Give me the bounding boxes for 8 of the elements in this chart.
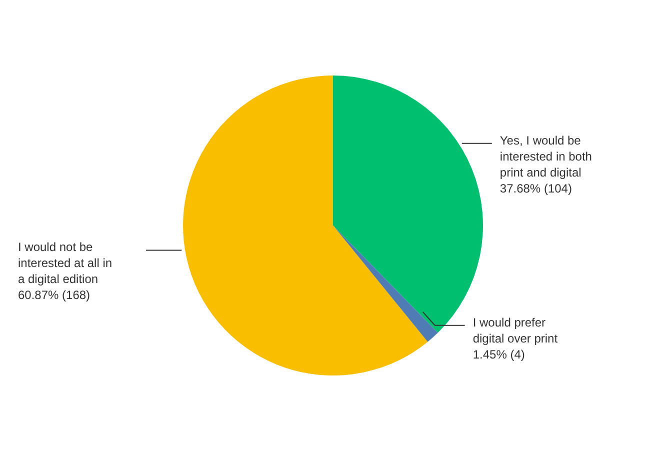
data-label: 1.45% (4)	[472, 347, 525, 362]
slice-label: I would not be interested at all in a digital edition	[18, 240, 112, 286]
slice-label: Yes, I would be interested in both print and digital	[500, 133, 592, 180]
pie-slice	[333, 226, 438, 342]
pie-slice	[183, 76, 428, 376]
slice-label: I would prefer digital over print	[472, 315, 558, 346]
data-label: 60.87% (168)	[18, 288, 90, 302]
data-label: 37.68% (104)	[500, 181, 572, 196]
